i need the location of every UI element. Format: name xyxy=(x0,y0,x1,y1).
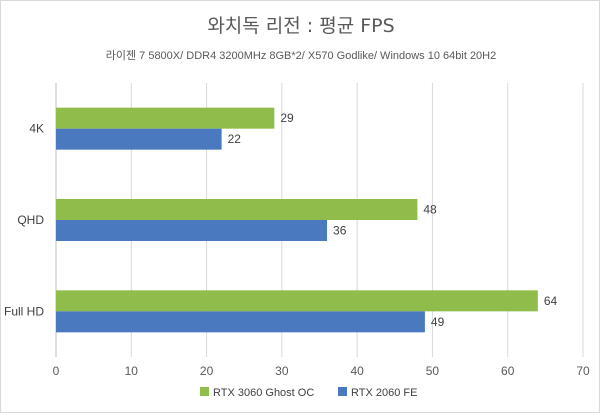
bar-rtx3060-1 xyxy=(56,199,418,220)
x-tick-label-50: 50 xyxy=(426,364,440,378)
data-label: 22 xyxy=(228,132,242,146)
legend-swatch-0 xyxy=(200,387,209,396)
data-label: 48 xyxy=(423,203,437,217)
bar-rtx3060-0 xyxy=(56,107,275,129)
x-tick-label-10: 10 xyxy=(125,364,139,378)
x-tick-label-30: 30 xyxy=(275,364,289,378)
x-tick-label-0: 0 xyxy=(53,364,60,378)
legend-swatch-1 xyxy=(338,387,347,396)
data-label: 49 xyxy=(431,315,445,329)
chart-title: 와치독 리전 : 평균 FPS xyxy=(207,15,395,37)
legend-label-0: RTX 3060 Ghost OC xyxy=(213,387,314,399)
chart-subtitle: 라이젠 7 5800X/ DDR4 3200MHz 8GB*2/ X570 Go… xyxy=(105,50,497,62)
bar-rtx2060-0 xyxy=(56,128,222,150)
data-label: 29 xyxy=(280,111,294,125)
bar-rtx2060-1 xyxy=(56,220,328,241)
category-label: 4K xyxy=(29,122,44,136)
x-tick-label-40: 40 xyxy=(350,364,364,378)
data-label: 64 xyxy=(544,294,558,308)
data-label: 36 xyxy=(333,224,347,238)
category-label: Full HD xyxy=(4,304,44,318)
legend-label-1: RTX 2060 FE xyxy=(351,387,417,399)
x-tick-label-20: 20 xyxy=(200,364,214,378)
x-tick-label-70: 70 xyxy=(576,364,590,378)
category-label: QHD xyxy=(17,213,44,227)
bar-rtx2060-2 xyxy=(56,311,425,333)
bar-rtx3060-2 xyxy=(56,290,538,312)
x-tick-label-60: 60 xyxy=(501,364,515,378)
